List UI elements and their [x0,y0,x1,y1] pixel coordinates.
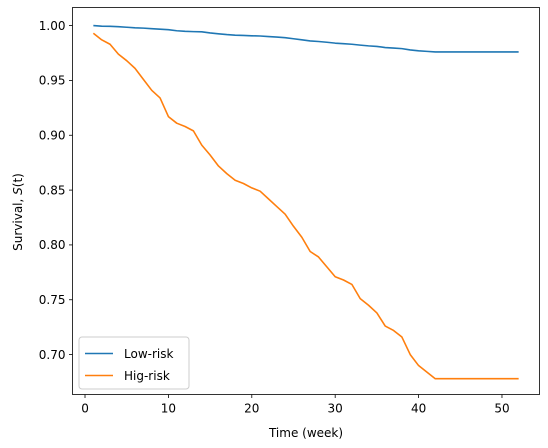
y-axis-label: Survival, S(t) [11,173,25,251]
legend: Low-risk Hig-risk [78,336,190,390]
x-tick-label: 0 [81,402,89,416]
x-tick-label: 20 [244,402,259,416]
y-axis-ticks: 0.70 0.75 0.80 0.85 0.90 0.95 1.00 [39,19,73,362]
y-tick-label: 0.90 [39,129,66,143]
legend-label-high-risk: Hig-risk [124,369,170,383]
y-tick-label: 0.80 [39,238,66,252]
y-axis-label-suffix: (t) [11,173,25,187]
y-tick-label: 0.95 [39,74,66,88]
x-tick-label: 30 [328,402,343,416]
y-tick-label: 1.00 [39,19,66,33]
x-tick-label: 10 [161,402,176,416]
y-axis-label-prefix: Survival, [11,195,25,251]
y-tick-label: 0.85 [39,183,66,197]
y-tick-label: 0.75 [39,293,66,307]
x-tick-label: 50 [494,402,509,416]
series-line-hig-risk [92,32,519,380]
x-tick-label: 40 [411,402,426,416]
y-tick-label: 0.70 [39,348,66,362]
x-axis-ticks: 0 10 20 30 40 50 [81,394,510,416]
x-axis-label: Time (week) [268,426,343,440]
axes-frame [72,7,540,395]
plot-lines [92,24,519,380]
series-line-low-risk [93,24,519,53]
y-axis-label-variable: S [11,187,25,195]
legend-label-low-risk: Low-risk [124,347,173,361]
